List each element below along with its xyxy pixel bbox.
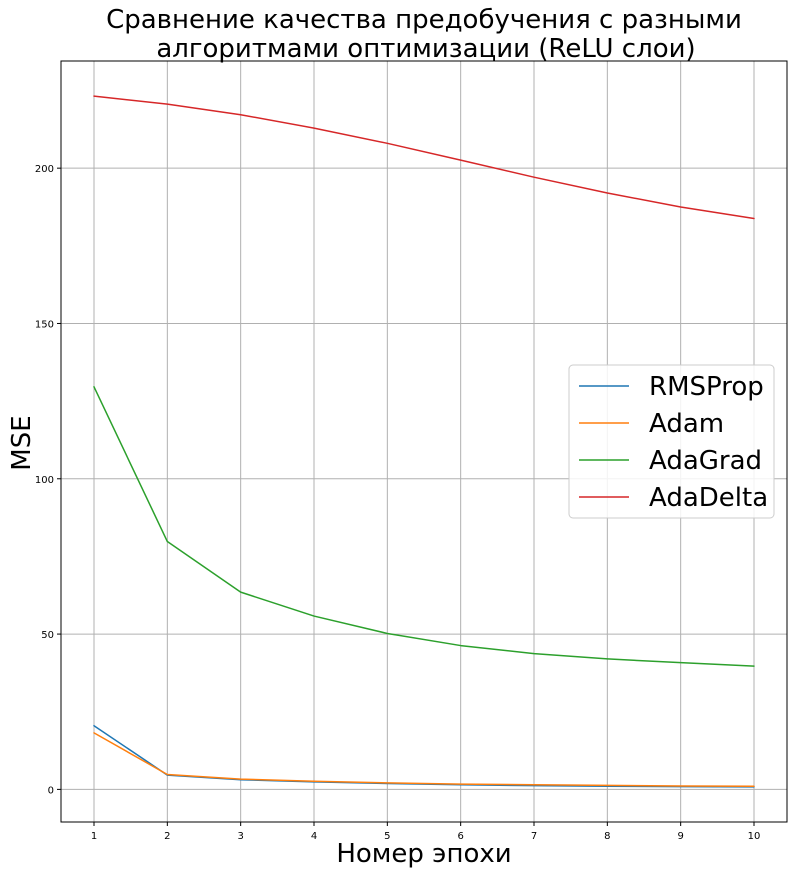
chart-title-line-1: Сравнение качества предобучения с разным… bbox=[106, 5, 742, 35]
plot-frame bbox=[60, 60, 788, 823]
y-tick-label-2: 50 bbox=[41, 630, 54, 641]
legend-label-adadelta: AdaDelta bbox=[649, 483, 768, 513]
x-tick-label-8: 8 bbox=[604, 831, 610, 842]
legend-box bbox=[568, 364, 775, 519]
x-tick-label-1: 1 bbox=[91, 831, 97, 842]
x-tick-label-10: 10 bbox=[748, 831, 761, 842]
x-tick-label-2: 2 bbox=[164, 831, 170, 842]
y-tick-label-3: 100 bbox=[35, 475, 54, 486]
legend-label-adagrad: AdaGrad bbox=[649, 446, 762, 476]
x-tick-label-4: 4 bbox=[311, 831, 317, 842]
x-tick-label-6: 6 bbox=[457, 831, 463, 842]
legend-label-adam: Adam bbox=[649, 409, 724, 439]
legend-label-rmsprop: RMSProp bbox=[649, 372, 764, 402]
series-line-adadelta bbox=[93, 95, 755, 220]
x-axis-label: Номер эпохи bbox=[336, 839, 511, 869]
series-line-adam bbox=[93, 732, 755, 788]
y-tick-label-4: 150 bbox=[35, 319, 54, 330]
series-lines bbox=[93, 95, 755, 788]
legend: RMSProp Adam AdaGrad AdaDelta bbox=[568, 364, 775, 519]
y-axis-label: MSE bbox=[7, 415, 37, 470]
x-tick-label-3: 3 bbox=[237, 831, 243, 842]
x-tick-label-9: 9 bbox=[677, 831, 683, 842]
x-tick-label-7: 7 bbox=[531, 831, 537, 842]
series-line-adagrad bbox=[93, 386, 755, 667]
x-tick-label-5: 5 bbox=[384, 831, 390, 842]
y-tick-label-5: 200 bbox=[35, 164, 54, 175]
chart-title-line-2: алгоритмами оптимизации (ReLU слои) bbox=[156, 34, 695, 64]
y-tick-label-1: 0 bbox=[48, 785, 54, 796]
